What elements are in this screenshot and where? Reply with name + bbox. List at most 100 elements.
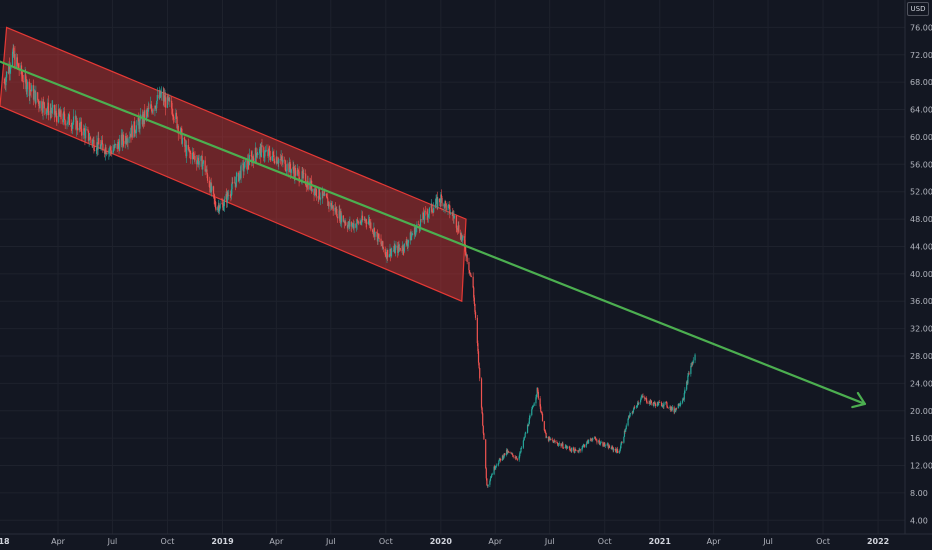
candle <box>238 174 240 184</box>
time-tick-label: 2020 <box>430 537 453 546</box>
candle <box>204 156 206 176</box>
candle-body <box>431 203 433 212</box>
candle-body <box>367 220 370 224</box>
candle-body <box>31 85 33 92</box>
price-axis[interactable]: 4.00 8.00 12.00 16.00 20.00 24.00 28.00 32.00 36… <box>904 0 932 550</box>
candle-body <box>613 448 615 451</box>
candle <box>68 111 70 126</box>
arrow-head <box>851 391 867 409</box>
candle <box>101 135 103 145</box>
candle-body <box>177 125 179 134</box>
time-tick-label: Oct <box>816 537 830 546</box>
candle-body <box>247 159 249 165</box>
candle-body <box>637 402 639 407</box>
candle-body <box>529 415 531 419</box>
candle-body <box>434 204 437 208</box>
currency-badge[interactable]: USD <box>907 2 929 16</box>
candle-body <box>285 170 287 171</box>
candle <box>278 157 280 170</box>
candle-body <box>13 47 15 57</box>
candle-body <box>565 445 568 449</box>
candle-body <box>345 222 347 226</box>
time-tick-label: 18 <box>0 537 10 546</box>
candle <box>77 121 79 135</box>
candle <box>638 402 640 405</box>
candle <box>345 220 347 227</box>
candle-body <box>192 152 194 154</box>
candle-body <box>171 100 173 109</box>
candle-body <box>441 197 443 207</box>
candle-body <box>545 432 547 438</box>
candle <box>328 200 330 213</box>
candle-body <box>374 231 376 237</box>
candle-body <box>263 156 265 158</box>
candle-body <box>407 242 409 246</box>
candle-body <box>272 151 274 156</box>
candle-body <box>516 458 518 460</box>
candle-body <box>226 192 228 203</box>
candle-body <box>293 166 295 172</box>
trend-line-arrow[interactable] <box>0 60 867 409</box>
candle <box>692 357 694 365</box>
candle-body <box>491 474 493 475</box>
candle-body <box>382 247 385 249</box>
candle <box>144 104 146 127</box>
price-axis-background <box>905 0 932 550</box>
candle-body <box>92 140 94 144</box>
candle-body <box>355 224 358 228</box>
candle-body <box>449 213 452 215</box>
time-tick-label: Apr <box>269 537 284 546</box>
candle-body <box>243 168 245 172</box>
candle-body <box>665 402 667 403</box>
candle <box>227 189 230 200</box>
candle <box>332 205 334 216</box>
candle-body <box>29 89 32 91</box>
candle <box>520 446 523 450</box>
candle-body <box>208 180 210 187</box>
candle <box>537 389 539 400</box>
candle-body <box>361 215 364 221</box>
candle-body <box>663 402 665 407</box>
candle-body <box>632 409 635 413</box>
candle-body <box>264 151 266 157</box>
candle <box>360 220 362 226</box>
candle-body <box>440 194 443 198</box>
candle <box>581 445 584 450</box>
time-axis[interactable]: 18 Apr Jul Oct 2019 Apr Jul Oct 2020 Apr Jul Oct 202… <box>0 533 932 550</box>
candle <box>628 415 630 421</box>
channel-area[interactable] <box>0 26 467 303</box>
candle-body <box>627 418 629 426</box>
candle-body <box>72 122 74 125</box>
candle-body <box>303 173 305 174</box>
candle-body <box>365 219 367 223</box>
candle-body <box>150 104 152 109</box>
candle-body <box>445 203 447 211</box>
candle-body <box>476 317 478 344</box>
candle <box>395 241 397 250</box>
candle-body <box>244 162 246 169</box>
candle <box>89 135 91 144</box>
candle <box>487 484 489 488</box>
candle-body <box>305 173 307 185</box>
candle-body <box>60 110 62 120</box>
candle-body <box>602 442 604 446</box>
parallel-channel[interactable] <box>0 26 467 303</box>
candle-body <box>324 193 326 196</box>
candle-body <box>508 451 510 453</box>
candle <box>481 406 483 415</box>
candle <box>302 169 304 179</box>
trend-line[interactable] <box>0 60 867 406</box>
candle <box>29 89 31 105</box>
candle-body <box>263 147 265 158</box>
candle <box>84 123 87 142</box>
candle-body <box>370 222 372 230</box>
candle-body <box>558 443 560 445</box>
candle-body <box>29 89 31 97</box>
candle-body <box>634 407 636 408</box>
candle-body <box>532 405 535 407</box>
candle-body <box>181 138 184 144</box>
candle <box>642 393 644 399</box>
candle <box>284 159 286 172</box>
